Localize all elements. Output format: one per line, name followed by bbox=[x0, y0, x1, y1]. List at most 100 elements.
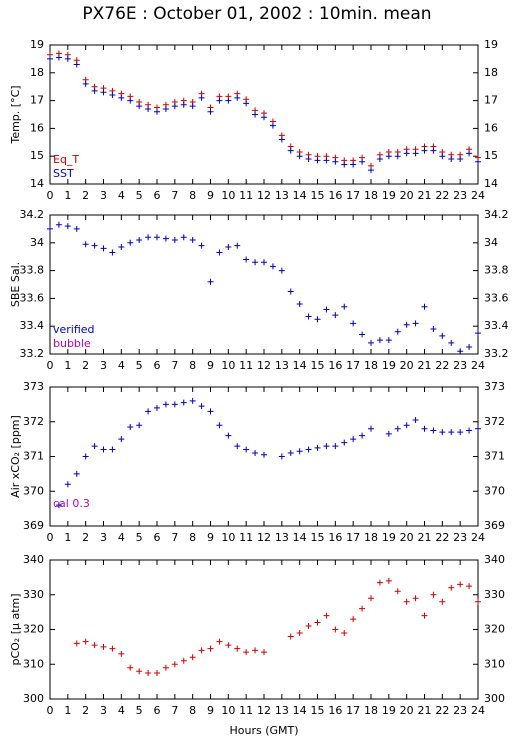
x-tick-label: 18 bbox=[364, 531, 378, 544]
y-tick-label: 17 bbox=[30, 94, 44, 107]
x-tick-label: 12 bbox=[257, 531, 271, 544]
data-point bbox=[73, 640, 80, 647]
data-point bbox=[243, 256, 250, 263]
x-tick-label: 2 bbox=[82, 531, 89, 544]
x-tick-label: 20 bbox=[400, 531, 414, 544]
data-point bbox=[234, 443, 241, 450]
y-axis-label: Temp. [°C] bbox=[9, 85, 22, 144]
data-point bbox=[82, 241, 89, 248]
data-point bbox=[403, 598, 410, 605]
data-point bbox=[234, 94, 241, 101]
data-point bbox=[91, 642, 98, 649]
data-point bbox=[278, 267, 285, 274]
x-tick-label: 2 bbox=[82, 189, 89, 202]
data-point bbox=[91, 443, 98, 450]
y-tick-label: 300 bbox=[23, 692, 44, 705]
data-point bbox=[64, 481, 71, 488]
x-tick-label: 4 bbox=[118, 359, 125, 372]
x-tick-label: 4 bbox=[118, 189, 125, 202]
data-point bbox=[359, 331, 366, 338]
data-point bbox=[145, 669, 152, 676]
data-point bbox=[225, 243, 232, 250]
data-point bbox=[296, 448, 303, 455]
y-tick-label: 14 bbox=[484, 177, 498, 190]
x-tick-label: 6 bbox=[154, 359, 161, 372]
data-point bbox=[323, 157, 330, 164]
x-tick-label: 16 bbox=[328, 359, 342, 372]
data-point bbox=[323, 306, 330, 313]
x-tick-label: 10 bbox=[221, 531, 235, 544]
x-tick-label: 21 bbox=[418, 704, 432, 717]
data-point bbox=[180, 657, 187, 664]
x-tick-label: 17 bbox=[346, 189, 360, 202]
data-point bbox=[278, 136, 285, 143]
data-point bbox=[350, 616, 357, 623]
data-point bbox=[385, 153, 392, 160]
data-point bbox=[127, 239, 134, 246]
data-point bbox=[457, 348, 464, 355]
y-tick-label: 310 bbox=[484, 657, 505, 670]
data-point bbox=[216, 638, 223, 645]
data-point bbox=[55, 502, 62, 509]
y-tick-label: 18 bbox=[484, 66, 498, 79]
x-tick-label: 11 bbox=[239, 189, 253, 202]
y-tick-label: 373 bbox=[23, 380, 44, 393]
x-tick-label: 24 bbox=[471, 704, 485, 717]
x-tick-label: 14 bbox=[293, 704, 307, 717]
x-tick-label: 21 bbox=[418, 189, 432, 202]
data-point bbox=[207, 108, 214, 115]
data-point bbox=[118, 650, 125, 657]
data-point bbox=[189, 103, 196, 110]
x-tick-label: 13 bbox=[275, 531, 289, 544]
data-point bbox=[171, 237, 178, 244]
data-point bbox=[82, 80, 89, 87]
data-point bbox=[359, 605, 366, 612]
data-point bbox=[376, 337, 383, 344]
data-point bbox=[439, 598, 446, 605]
x-tick-label: 3 bbox=[100, 359, 107, 372]
x-axis-label: Hours (GMT) bbox=[229, 724, 298, 737]
data-point bbox=[341, 439, 348, 446]
data-point bbox=[314, 157, 321, 164]
data-point bbox=[430, 427, 437, 434]
data-point bbox=[448, 429, 455, 436]
data-point bbox=[198, 403, 205, 410]
data-point bbox=[198, 242, 205, 249]
data-point bbox=[207, 645, 214, 652]
x-tick-label: 14 bbox=[293, 359, 307, 372]
data-point bbox=[287, 288, 294, 295]
data-point bbox=[154, 234, 160, 241]
x-tick-label: 8 bbox=[189, 704, 196, 717]
data-point bbox=[368, 425, 374, 432]
data-point bbox=[394, 588, 401, 595]
x-tick-label: 0 bbox=[47, 189, 54, 202]
data-point bbox=[466, 427, 473, 434]
x-tick-label: 13 bbox=[275, 704, 289, 717]
data-point bbox=[261, 259, 267, 266]
data-point bbox=[439, 429, 446, 436]
x-tick-label: 23 bbox=[453, 189, 467, 202]
data-point bbox=[278, 453, 285, 460]
data-point bbox=[314, 444, 321, 451]
data-point bbox=[64, 55, 71, 62]
y-tick-label: 33.2 bbox=[484, 347, 509, 360]
x-tick-label: 9 bbox=[207, 531, 214, 544]
data-point bbox=[136, 422, 143, 429]
data-point bbox=[368, 595, 374, 602]
x-tick-label: 3 bbox=[100, 531, 107, 544]
data-point bbox=[109, 645, 116, 652]
data-point bbox=[252, 111, 259, 118]
data-point bbox=[207, 408, 214, 415]
x-tick-label: 12 bbox=[257, 189, 271, 202]
data-point bbox=[323, 443, 330, 450]
data-point bbox=[314, 619, 321, 626]
data-point bbox=[127, 664, 134, 671]
data-point bbox=[475, 330, 481, 337]
x-tick-label: 0 bbox=[47, 531, 54, 544]
y-tick-label: 370 bbox=[484, 484, 505, 497]
data-point bbox=[180, 399, 187, 406]
y-tick-label: 34.2 bbox=[20, 208, 45, 221]
data-point bbox=[412, 320, 419, 327]
data-point bbox=[136, 668, 143, 675]
